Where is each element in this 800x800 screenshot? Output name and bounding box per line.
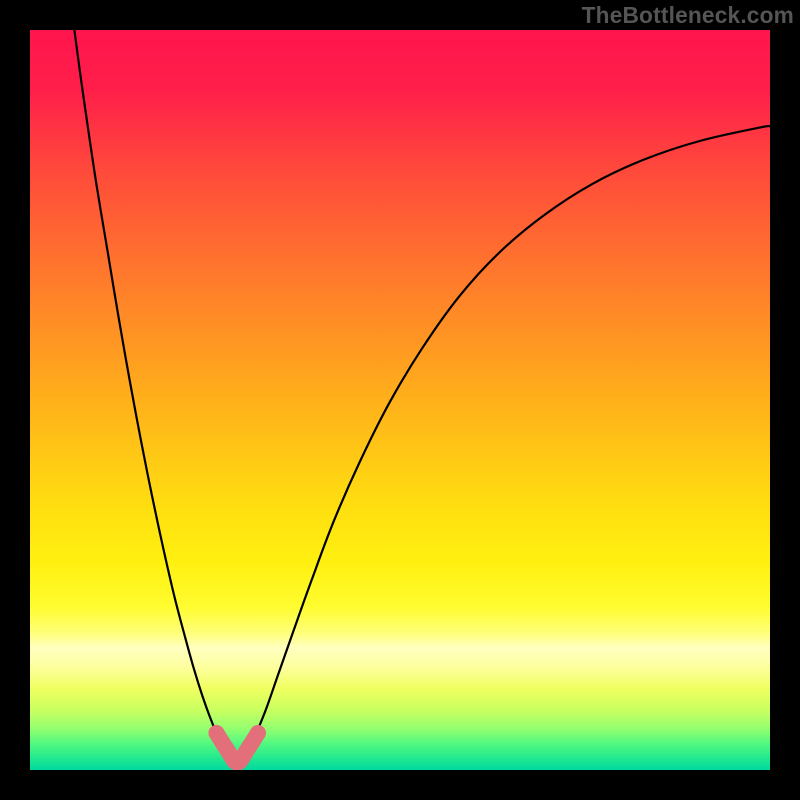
dip-marker-dot-1	[250, 725, 266, 741]
plot-svg	[30, 30, 770, 770]
dip-marker-dot-0	[208, 725, 224, 741]
gradient-background	[30, 30, 770, 770]
chart-frame: TheBottleneck.com	[0, 0, 800, 800]
watermark-text: TheBottleneck.com	[582, 2, 794, 29]
plot-area	[30, 30, 770, 770]
